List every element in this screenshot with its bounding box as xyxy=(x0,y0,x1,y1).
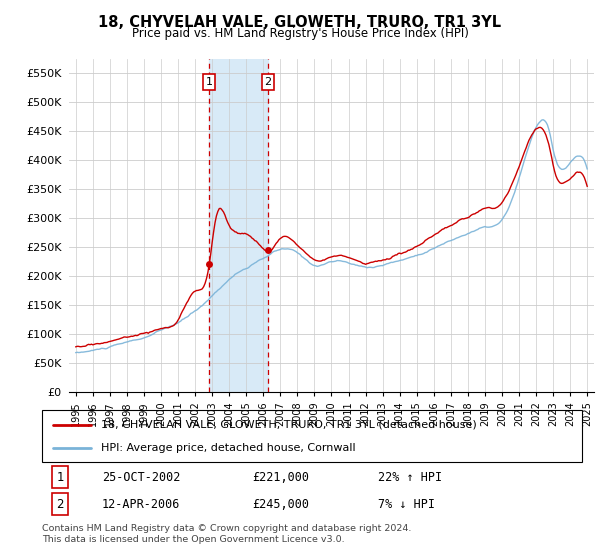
Text: 22% ↑ HPI: 22% ↑ HPI xyxy=(378,470,442,484)
Text: 2: 2 xyxy=(56,497,64,511)
Text: 2: 2 xyxy=(265,77,272,87)
Text: HPI: Average price, detached house, Cornwall: HPI: Average price, detached house, Corn… xyxy=(101,442,356,452)
Text: 18, CHYVELAH VALE, GLOWETH, TRURO, TR1 3YL: 18, CHYVELAH VALE, GLOWETH, TRURO, TR1 3… xyxy=(98,15,502,30)
Text: 1: 1 xyxy=(56,470,64,484)
Text: 7% ↓ HPI: 7% ↓ HPI xyxy=(378,497,435,511)
Text: Contains HM Land Registry data © Crown copyright and database right 2024.: Contains HM Land Registry data © Crown c… xyxy=(42,524,412,533)
Text: 12-APR-2006: 12-APR-2006 xyxy=(102,497,181,511)
Bar xyxy=(209,59,268,392)
Text: This data is licensed under the Open Government Licence v3.0.: This data is licensed under the Open Gov… xyxy=(42,535,344,544)
Text: 1: 1 xyxy=(206,77,212,87)
Text: 18, CHYVELAH VALE, GLOWETH, TRURO, TR1 3YL (detached house): 18, CHYVELAH VALE, GLOWETH, TRURO, TR1 3… xyxy=(101,420,477,430)
Text: £245,000: £245,000 xyxy=(252,497,309,511)
Text: Price paid vs. HM Land Registry's House Price Index (HPI): Price paid vs. HM Land Registry's House … xyxy=(131,27,469,40)
Text: 25-OCT-2002: 25-OCT-2002 xyxy=(102,470,181,484)
Text: £221,000: £221,000 xyxy=(252,470,309,484)
